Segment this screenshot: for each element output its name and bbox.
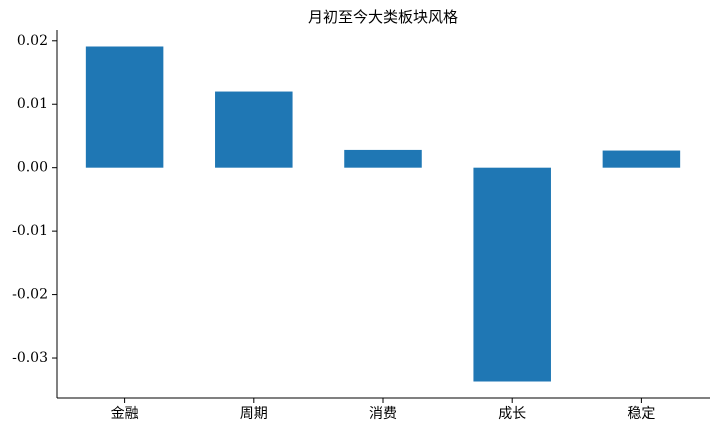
x-tick-label: 成长 — [498, 406, 526, 422]
chart-title: 月初至今大类板块风格 — [308, 8, 458, 26]
y-tick-label: 0.01 — [17, 96, 48, 112]
bar — [344, 149, 422, 168]
y-tick-label: -0.02 — [12, 287, 48, 303]
bar — [473, 167, 551, 382]
y-tick-label: -0.03 — [12, 350, 48, 366]
bar — [215, 91, 293, 168]
x-tick-label: 周期 — [240, 406, 268, 422]
x-tick-label: 金融 — [111, 406, 139, 422]
y-tick-label: 0.00 — [17, 160, 48, 176]
y-tick-label: -0.01 — [12, 223, 48, 239]
x-tick-label: 消费 — [369, 406, 397, 422]
y-tick-label: 0.02 — [17, 33, 48, 49]
bar — [85, 46, 164, 168]
bar — [602, 150, 681, 168]
x-tick-label: 稳定 — [627, 406, 655, 422]
